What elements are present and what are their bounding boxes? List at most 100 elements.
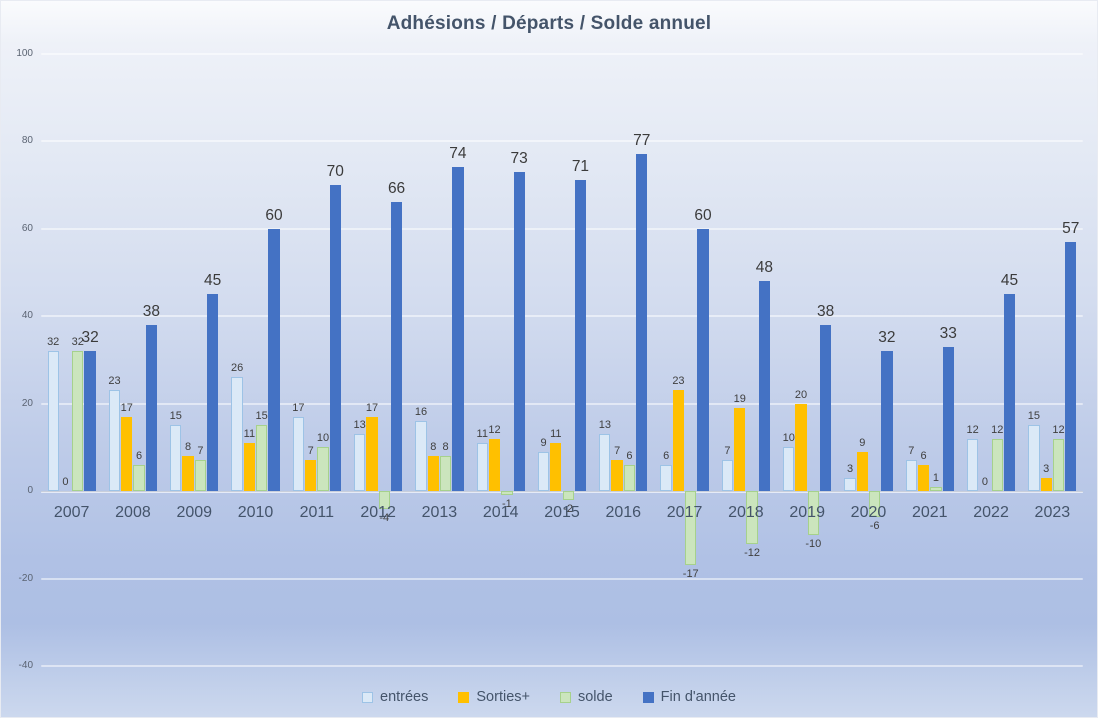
gridline	[41, 665, 1083, 667]
bar-fin	[452, 167, 464, 491]
x-axis-year-label: 2022	[973, 504, 1009, 521]
gridline	[41, 402, 1083, 405]
x-axis-year-label: 2014	[482, 504, 519, 521]
bar-value-label-fin: 45	[1000, 272, 1019, 290]
bar-value-label-sorties: 8	[430, 441, 437, 453]
bar-value-label-fin: 38	[817, 302, 835, 320]
y-axis-tick-label: 80	[21, 135, 33, 146]
bar-entrees	[292, 416, 305, 491]
bar-value-label-fin: 70	[326, 162, 344, 180]
bar-value-label-entrees: 6	[663, 449, 670, 462]
bar-value-label-entrees: 12	[966, 423, 979, 436]
bar-solde	[194, 460, 207, 491]
x-axis-year-label: 2010	[237, 504, 274, 521]
bar-value-label-entrees: 10	[782, 432, 795, 445]
bar-sorties	[182, 456, 194, 491]
bar-value-label-sorties: 3	[1043, 462, 1050, 475]
x-axis-year-label: 2012	[360, 504, 396, 521]
bar-value-label-entrees: 13	[353, 419, 366, 432]
y-axis-tick-label: 0	[27, 485, 33, 496]
bar-fin	[207, 294, 219, 491]
bar-value-label-entrees: 32	[47, 336, 60, 348]
chart-title: Adhésions / Départs / Solde annuel	[386, 13, 712, 34]
bar-entrees	[844, 477, 856, 491]
legend-label-entrees: entrées	[380, 689, 429, 705]
bar-fin	[881, 351, 893, 491]
bar-value-label-entrees: 11	[476, 427, 488, 440]
bar-fin	[758, 281, 770, 491]
bar-entrees	[966, 438, 979, 491]
bar-value-label-entrees: 7	[908, 445, 915, 458]
bar-value-label-entrees: 3	[846, 462, 854, 475]
bar-value-label-solde: 6	[136, 449, 143, 462]
bar-solde	[746, 491, 758, 544]
bar-solde	[256, 425, 268, 491]
bar-entrees	[783, 447, 795, 491]
y-axis-tick-label: 100	[16, 47, 33, 59]
bar-solde	[133, 464, 145, 491]
bar-value-label-solde: 15	[255, 410, 268, 423]
bar-solde	[807, 491, 819, 535]
bar-value-label-entrees: 17	[292, 401, 305, 414]
bar-value-label-fin: 77	[633, 132, 651, 150]
bar-value-label-entrees: 16	[414, 406, 428, 418]
bar-value-label-solde: -6	[869, 520, 880, 533]
legend-label-sorties: Sorties+	[476, 689, 530, 705]
bar-entrees	[599, 434, 611, 491]
bar-fin	[84, 351, 96, 491]
x-axis-year-label: 2011	[299, 504, 335, 521]
x-axis-year-label: 2019	[789, 504, 825, 521]
y-axis-tick-label: 40	[21, 310, 33, 321]
x-axis-line	[41, 491, 1083, 492]
legend-item-entrees: entrées	[362, 689, 428, 705]
bar-sorties	[427, 456, 439, 491]
legend: entrées Sorties+ solde Fin d'année	[1, 689, 1097, 705]
legend-swatch-solde	[559, 691, 571, 703]
gridline	[41, 577, 1083, 580]
bar-value-label-fin: 57	[1062, 219, 1080, 237]
bar-sorties	[305, 460, 317, 491]
x-axis-year-label: 2023	[1034, 504, 1071, 521]
bar-solde	[623, 464, 636, 491]
bar-value-label-fin: 32	[81, 329, 99, 346]
bar-value-label-solde: 6	[626, 449, 633, 462]
legend-label-solde: solde	[577, 689, 613, 705]
bar-value-label-solde: 10	[316, 432, 330, 445]
bar-value-label-solde: -4	[379, 511, 390, 524]
bar-value-label-solde: -12	[744, 546, 760, 559]
bar-entrees	[537, 451, 550, 491]
bar-entrees	[1028, 425, 1040, 491]
bar-entrees	[905, 460, 917, 491]
x-axis-year-label: 2021	[911, 504, 948, 521]
bar-fin	[513, 171, 525, 491]
gridline	[41, 315, 1083, 317]
legend-swatch-sorties	[458, 691, 470, 703]
bar-sorties	[550, 442, 562, 491]
bar-value-label-sorties: 8	[185, 441, 192, 453]
bar-value-label-fin: 45	[204, 272, 222, 290]
bar-entrees	[108, 390, 121, 491]
bar-entrees	[660, 464, 672, 491]
y-axis-tick-label: -40	[18, 660, 33, 671]
gridline	[41, 140, 1083, 142]
bar-value-label-entrees: 9	[540, 436, 547, 449]
bar-solde	[685, 491, 697, 566]
bar-entrees	[231, 377, 243, 491]
bar-solde	[72, 351, 84, 491]
bar-solde	[439, 456, 452, 491]
bar-fin	[697, 228, 709, 491]
bar-solde	[930, 486, 942, 491]
bar-value-label-entrees: 15	[1027, 410, 1041, 423]
bar-value-label-solde: 12	[1052, 423, 1065, 436]
bar-value-label-sorties: 0	[62, 476, 69, 488]
bar-value-label-entrees: 26	[230, 362, 244, 375]
y-axis-tick-label: 60	[21, 222, 33, 234]
bar-fin	[329, 184, 341, 491]
bar-value-label-sorties: 23	[672, 375, 685, 388]
bar-value-label-fin: 48	[755, 259, 773, 276]
bar-value-label-sorties: 0	[981, 476, 988, 488]
bar-value-label-solde: 32	[71, 336, 84, 348]
x-axis-year-label: 2013	[421, 504, 458, 521]
bar-value-label-fin: 74	[449, 145, 467, 163]
bar-fin	[819, 324, 832, 491]
